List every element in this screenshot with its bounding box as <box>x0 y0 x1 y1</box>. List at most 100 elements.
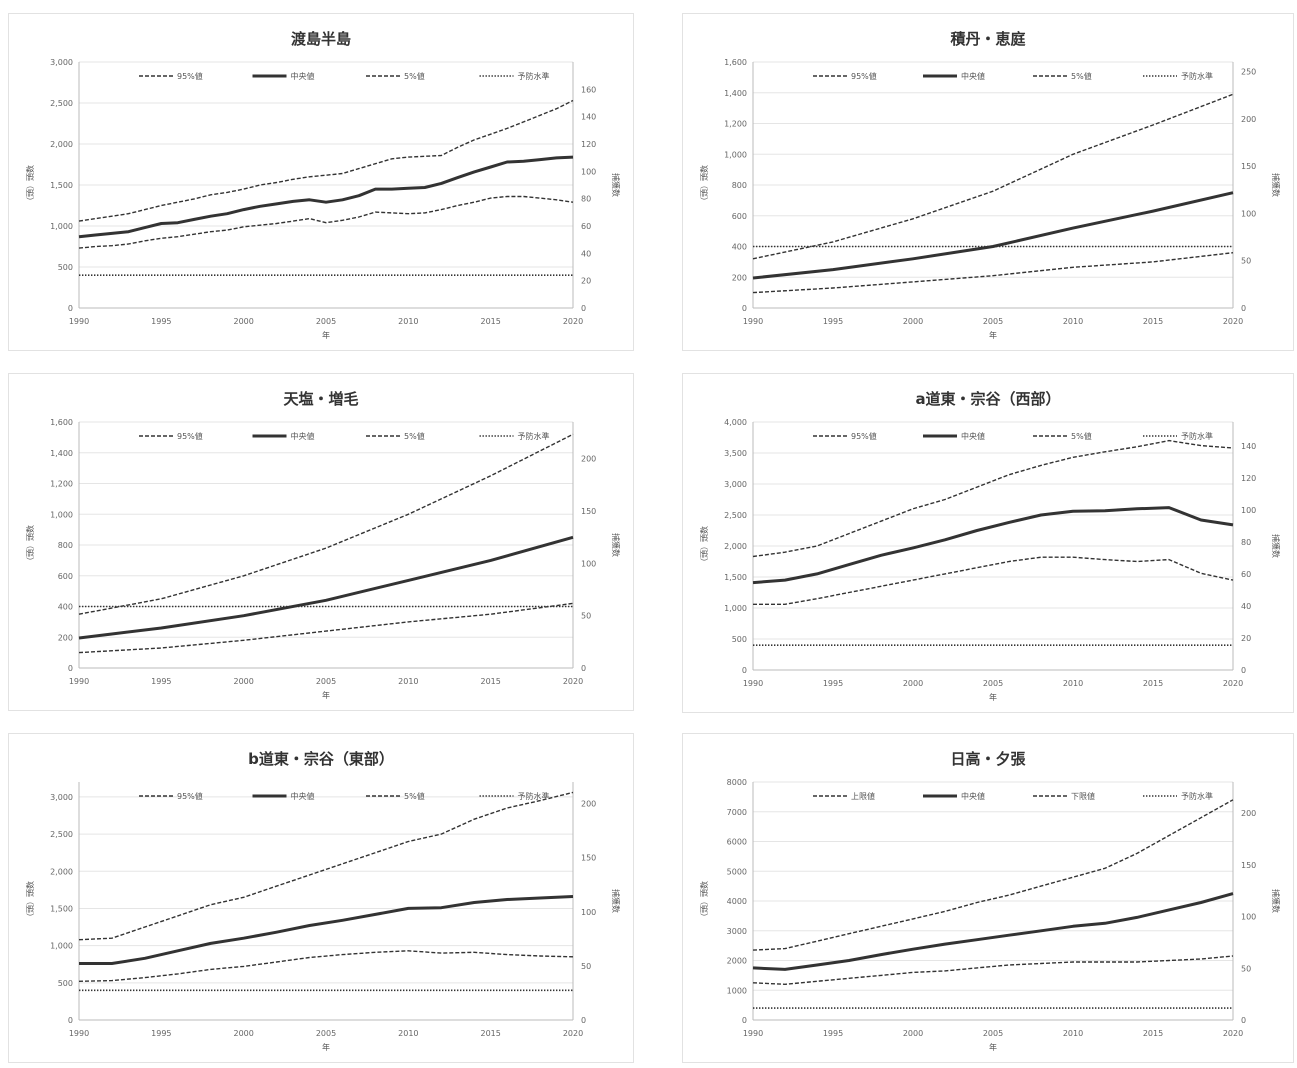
chart-panel-doto-soya-west: a道東・宗谷（西部） 0 500 1,000 1,500 2,000 2,500 3,000 3… <box>682 373 1294 713</box>
y-tick-label: 1,200 <box>50 480 73 489</box>
x-tick-label: 2010 <box>1063 317 1083 326</box>
x-tick-label: 1995 <box>151 317 171 326</box>
legend-label: 予防水準 <box>1181 791 1213 801</box>
series-line <box>78 195 574 249</box>
y2-tick-label: 0 <box>1241 666 1246 675</box>
y-tick-label: 1,600 <box>50 418 73 427</box>
y-tick-label: 0 <box>68 1016 73 1025</box>
y-tick-label: 2,000 <box>50 867 73 876</box>
x-tick-label: 2000 <box>903 317 923 326</box>
series-line <box>78 433 574 615</box>
y2-tick-label: 140 <box>1241 442 1256 451</box>
series-line <box>79 895 574 965</box>
y2-tick-label: 80 <box>581 195 591 204</box>
y-tick-label: 600 <box>732 212 747 221</box>
x-tick-label: 2000 <box>903 679 923 688</box>
y-tick-label: 8000 <box>727 778 747 787</box>
y2-tick-label: 20 <box>581 277 591 286</box>
y2-tick-label: 50 <box>581 962 591 971</box>
y2-tick-label: 50 <box>581 612 591 621</box>
y-tick-label: 2,000 <box>50 140 73 149</box>
y2-tick-label: 40 <box>581 249 591 258</box>
y2-tick-label: 50 <box>1241 964 1251 973</box>
x-tick-label: 2015 <box>1143 679 1163 688</box>
x-axis-label: 年 <box>989 692 997 702</box>
y-tick-label: 2,500 <box>724 511 747 520</box>
y-tick-label: 1,600 <box>724 58 747 67</box>
y-tick-label: 0 <box>742 304 747 313</box>
y-tick-label: 0 <box>742 666 747 675</box>
chart-panel-shakotan-eniwa: 積丹・恵庭 0 200 400 600 800 1,000 1,200 1,400 1,600 0 5… <box>682 13 1294 351</box>
y-tick-label: 3,000 <box>50 793 73 802</box>
x-tick-label: 2020 <box>563 677 583 686</box>
y2-tick-label: 20 <box>1241 634 1251 643</box>
chart-panel-doto-soya-east: b道東・宗谷（東部） 0 500 1,000 1,500 2,000 2,500 3,000 0… <box>8 733 634 1063</box>
x-axis-label: 年 <box>322 1042 330 1052</box>
chart-title: 渡島半島 <box>291 30 351 48</box>
x-tick-label: 1990 <box>743 679 763 688</box>
x-tick-label: 2015 <box>1143 317 1163 326</box>
x-tick-label: 2020 <box>563 1029 583 1038</box>
series-line <box>78 602 574 654</box>
x-tick-label: 2000 <box>233 1029 253 1038</box>
y-tick-label: 200 <box>732 273 747 282</box>
y2-axis-label: 捕獲数 <box>1271 534 1281 558</box>
y2-tick-label: 50 <box>1241 257 1251 266</box>
x-tick-label: 1995 <box>823 317 843 326</box>
x-axis-label: 年 <box>989 1042 997 1052</box>
series-line <box>753 556 1234 606</box>
series-line <box>752 252 1234 294</box>
legend-label: 95%値 <box>177 71 203 81</box>
x-tick-label: 2015 <box>480 677 500 686</box>
y-tick-label: 6000 <box>727 838 747 847</box>
x-tick-label: 2020 <box>563 317 583 326</box>
chart-panel-teshio-mashike: 天塩・増毛 0 200 400 600 800 1,000 1,200 1,400 1,600 0 5… <box>8 373 634 711</box>
series-line <box>752 93 1234 260</box>
legend-label: 95%値 <box>851 71 877 81</box>
legend-label: 5%値 <box>1071 71 1092 81</box>
y-tick-label: 3,500 <box>724 449 747 458</box>
chart-svg: 積丹・恵庭 0 200 400 600 800 1,000 1,200 1,400 1,600 0 5… <box>699 30 1281 340</box>
y-tick-label: 1,200 <box>724 120 747 129</box>
y2-tick-label: 160 <box>581 85 596 94</box>
y-tick-label: 400 <box>732 243 747 252</box>
x-tick-label: 2020 <box>1223 679 1243 688</box>
y2-tick-label: 0 <box>581 664 586 673</box>
y-tick-label: 0 <box>68 304 73 313</box>
series-line <box>752 892 1234 971</box>
x-tick-label: 2005 <box>983 317 1003 326</box>
x-tick-label: 1990 <box>69 677 89 686</box>
y-tick-label: 2,000 <box>724 542 747 551</box>
chart-svg: a道東・宗谷（西部） 0 500 1,000 1,500 2,000 2,500 3,000 3… <box>699 390 1281 702</box>
y-tick-label: 600 <box>58 572 73 581</box>
y2-tick-label: 150 <box>581 507 596 516</box>
legend-label: 予防水準 <box>1181 431 1213 441</box>
y2-tick-label: 150 <box>1241 162 1256 171</box>
y2-tick-label: 200 <box>1241 809 1256 818</box>
y-tick-label: 0 <box>742 1016 747 1025</box>
series-line <box>78 535 574 640</box>
legend-label: 95%値 <box>177 431 203 441</box>
x-tick-label: 1995 <box>823 1029 843 1038</box>
chart-title: b道東・宗谷（東部） <box>248 750 394 768</box>
y-tick-label: 400 <box>58 603 73 612</box>
y-tick-label: 1,500 <box>50 181 73 190</box>
chart-title: 天塩・増毛 <box>283 390 358 408</box>
x-tick-label: 2010 <box>398 317 418 326</box>
legend-label: 下限値 <box>1071 791 1095 801</box>
y-tick-label: 2,500 <box>50 99 73 108</box>
y2-tick-label: 250 <box>1241 67 1256 76</box>
y2-axis-label: 捕獲数 <box>611 889 621 913</box>
series-line <box>752 506 1234 585</box>
y-tick-label: 7000 <box>727 808 747 817</box>
legend-label: 中央値 <box>961 791 985 801</box>
y2-tick-label: 100 <box>1241 209 1256 218</box>
legend-label: 95%値 <box>851 431 877 441</box>
x-tick-label: 2015 <box>1143 1029 1163 1038</box>
y2-tick-label: 0 <box>1241 304 1246 313</box>
chart-panel-hidaka-yubari: 日高・夕張 0 1000 2000 3000 4000 5000 6000 7000 8000 0 5… <box>682 733 1294 1063</box>
y2-axis-label: 捕獲数 <box>1271 173 1281 197</box>
legend-label: 中央値 <box>961 71 985 81</box>
y2-tick-label: 200 <box>1241 115 1256 124</box>
y2-tick-label: 200 <box>581 800 596 809</box>
